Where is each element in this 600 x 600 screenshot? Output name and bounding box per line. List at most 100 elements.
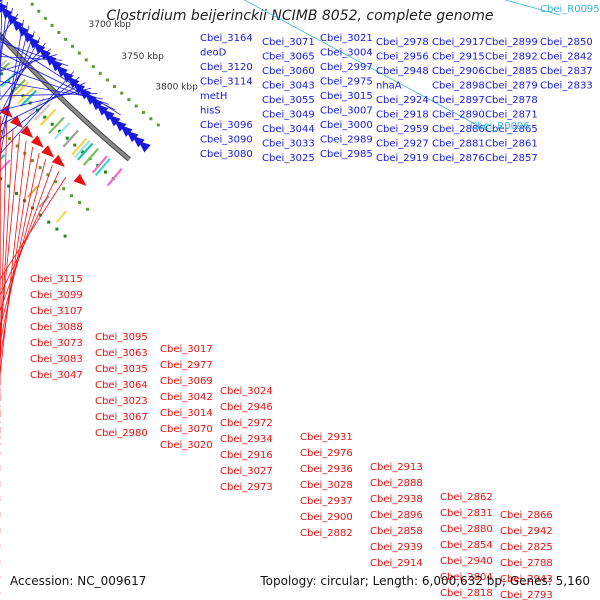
forward-gene-label-connector [0, 25, 30, 144]
reverse-gene-label: Cbei_2818 [440, 588, 493, 599]
forward-gene-arrow [16, 24, 29, 37]
reverse-gene-label: Cbei_2854 [440, 540, 493, 551]
category-tick [53, 121, 71, 140]
guide-dot [54, 180, 58, 184]
guide-dot [43, 115, 47, 119]
forward-gene-label: Cbei_2915 [432, 52, 485, 63]
guide-dot [73, 143, 77, 147]
gene-labels: Cbei_3164 deoD Cbei_3120 Cbei_3114 metH hisS C… [30, 4, 600, 600]
forward-gene-arrow [114, 119, 127, 132]
reverse-gene-label: Cbei_2934 [220, 434, 273, 445]
forward-gene-label: metH [200, 91, 227, 102]
forward-gene-arrow [22, 30, 35, 43]
reverse-gene-label: Cbei_2914 [370, 558, 423, 569]
forward-gene-label: Cbei_2948 [376, 66, 429, 77]
forward-gene-arrow [39, 47, 51, 61]
genome-summary-text: Topology: circular; Length: 6,000,632 bp… [260, 574, 590, 588]
kbp-tick-label: 3800 kbp [155, 83, 198, 93]
forward-gene-label: nhaA [376, 81, 402, 92]
forward-gene-label-connector [0, 82, 86, 126]
reverse-gene-label: Cbei_2972 [220, 418, 273, 429]
forward-gene-label: Cbei_2833 [540, 81, 593, 92]
reverse-gene-label: Cbei_2804 [440, 572, 493, 583]
reverse-gene-arrow [30, 135, 44, 148]
reverse-gene-label: Cbei_2913 [370, 462, 423, 473]
category-tick [94, 157, 111, 177]
reverse-gene-label: Cbei_3070 [160, 424, 213, 435]
guide-dot [134, 104, 138, 108]
reverse-gene-label: Cbei_3014 [160, 408, 213, 419]
category-tick [0, 59, 8, 68]
guide-dot [70, 194, 74, 198]
backbone [0, 33, 131, 161]
forward-gene-label: Cbei_3071 [262, 37, 315, 48]
reverse-gene-arrow [20, 125, 34, 138]
reverse-gene-label: Cbei_3042 [160, 392, 213, 403]
outer-category-tick [55, 210, 68, 223]
reverse-gene-label: Cbei_2858 [370, 526, 423, 537]
outer-category-tick [27, 185, 39, 198]
reverse-gene-label: Cbei_2866 [500, 510, 553, 521]
rna-gene-connector [243, 0, 491, 133]
forward-gene-label-connector [0, 81, 103, 100]
guide-dot [7, 184, 11, 188]
forward-gene-label: Cbei_3044 [262, 124, 315, 135]
forward-gene-label: Cbei_2906 [432, 66, 485, 77]
forward-gene-label-connector [0, 37, 121, 116]
guide-dot [8, 137, 12, 141]
reverse-gene-label: Cbei_3073 [30, 338, 83, 349]
guide-dot [37, 9, 41, 13]
rna-gene-label: Cbei_R0096 [470, 121, 530, 132]
forward-gene-arrow [96, 103, 109, 116]
guide-dot [104, 170, 108, 174]
reverse-gene-label: Cbei_2900 [300, 512, 353, 523]
guide-dot [149, 117, 153, 121]
forward-gene-label: Cbei_2878 [485, 95, 538, 106]
category-tick [91, 155, 108, 174]
reverse-gene-label: Cbei_3095 [95, 332, 148, 343]
forward-gene-label: Cbei_2919 [376, 153, 429, 164]
category-tick [33, 103, 51, 121]
reverse-gene-label: Cbei_2931 [300, 432, 353, 443]
reverse-gene-label: Cbei_2946 [220, 402, 273, 413]
guide-dot [65, 136, 69, 140]
forward-gene-label: Cbei_3114 [200, 77, 253, 88]
forward-gene-label: Cbei_2842 [540, 52, 593, 63]
forward-gene-label: Cbei_2927 [376, 139, 429, 150]
category-tick [77, 142, 94, 161]
guide-dot [77, 51, 81, 55]
forward-gene-arrow [132, 135, 145, 148]
guide-dot [0, 72, 3, 76]
guide-dot [91, 65, 95, 69]
forward-gene-label: Cbei_2978 [376, 37, 429, 48]
guide-dot [62, 187, 66, 191]
forward-gene-label: Cbei_2857 [485, 153, 538, 164]
reverse-gene-label-connector [0, 171, 60, 296]
forward-gene-label: Cbei_3065 [262, 52, 315, 63]
reverse-gene-label: Cbei_2888 [370, 478, 423, 489]
guide-dot [47, 220, 51, 224]
forward-gene-label: Cbei_2850 [540, 37, 593, 48]
guide-dot [15, 191, 19, 195]
reverse-gene-label: Cbei_2937 [300, 496, 353, 507]
forward-gene-arrow [6, 12, 19, 26]
forward-gene-label: Cbei_2881 [432, 139, 485, 150]
guide-dot [58, 129, 62, 133]
reverse-gene-arrow [41, 145, 55, 158]
forward-gene-label: Cbei_2898 [432, 81, 485, 92]
category-tick [71, 137, 88, 156]
forward-gene-label-connector [0, 93, 98, 97]
forward-gene-label: Cbei_3080 [200, 149, 253, 160]
forward-gene-label-connector [0, 42, 46, 101]
forward-gene-label-connector [0, 1, 8, 68]
forward-gene-label: Cbei_2924 [376, 95, 429, 106]
forward-gene-label: Cbei_3025 [262, 153, 315, 164]
forward-gene-label: Cbei_3043 [262, 81, 315, 92]
forward-gene-label: Cbei_2837 [540, 66, 593, 77]
accession-text: Accession: NC_009617 [10, 574, 147, 588]
forward-gene-label-connector [0, 56, 63, 61]
forward-gene-arrow [61, 70, 74, 83]
reverse-gene-label: Cbei_3027 [220, 466, 273, 477]
reverse-gene-label: Cbei_2980 [95, 428, 148, 439]
reverse-gene-label-connector [0, 140, 27, 376]
